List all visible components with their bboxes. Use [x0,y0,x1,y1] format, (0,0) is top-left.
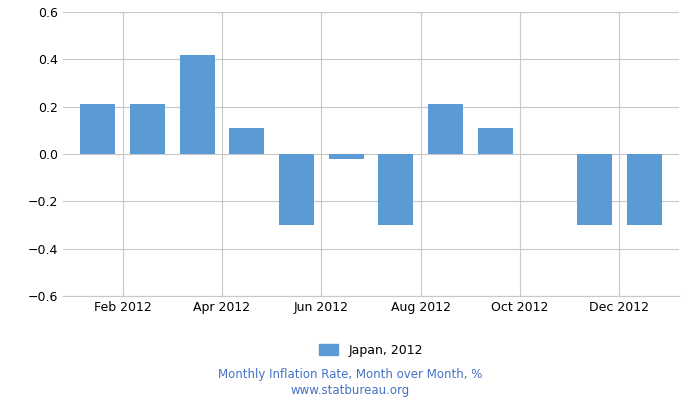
Bar [478,128,512,154]
Bar [626,154,662,225]
Text: www.statbureau.org: www.statbureau.org [290,384,410,397]
Bar [428,104,463,154]
Bar [379,154,413,225]
Text: Monthly Inflation Rate, Month over Month, %: Monthly Inflation Rate, Month over Month… [218,368,482,381]
Bar [230,128,264,154]
Bar [329,154,363,159]
Legend: Japan, 2012: Japan, 2012 [314,339,428,362]
Bar [80,104,116,154]
Bar [279,154,314,225]
Bar [130,104,164,154]
Bar [578,154,612,225]
Bar [180,55,214,154]
